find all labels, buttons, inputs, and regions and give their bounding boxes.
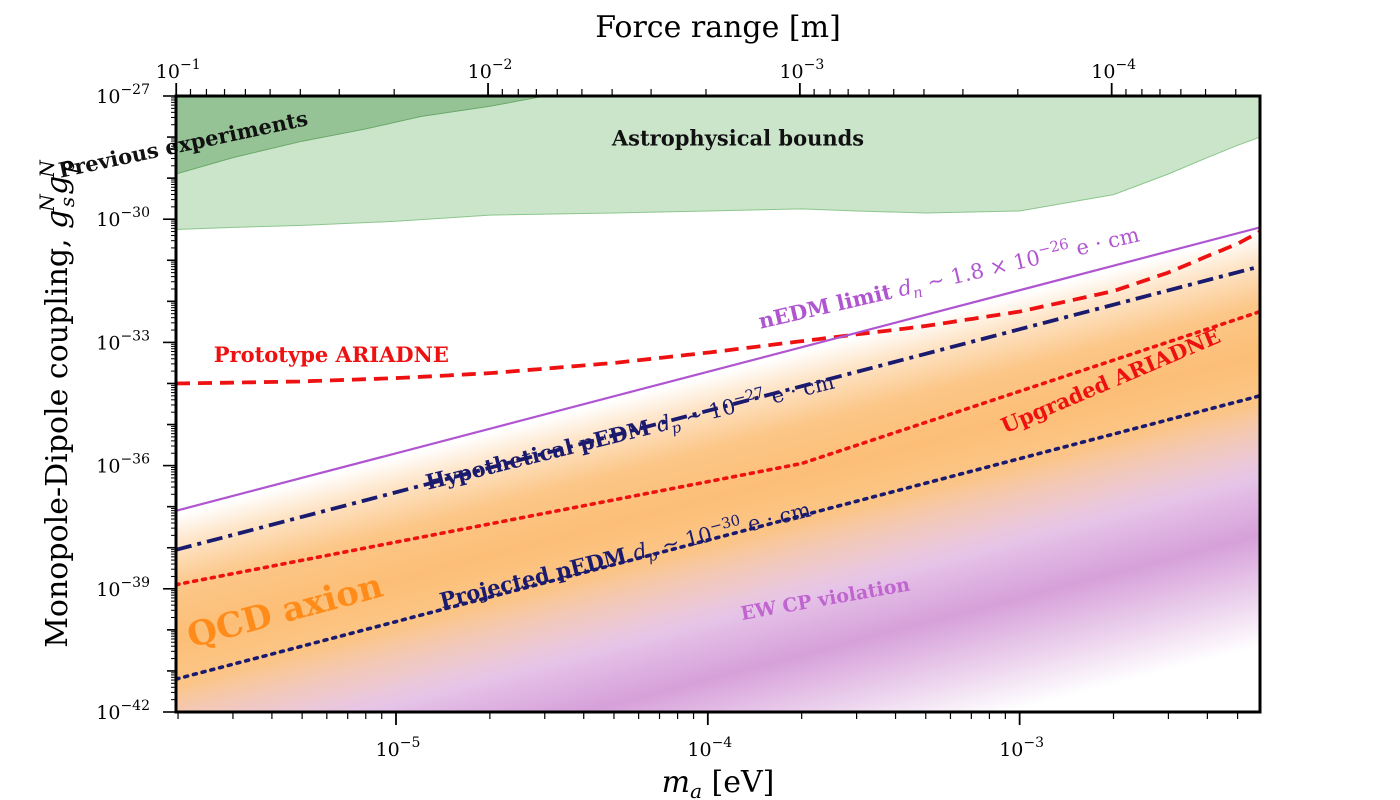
x-tick-label: 10−5 — [376, 735, 421, 761]
top-tick-label: 10−2 — [468, 57, 513, 83]
y-tick-label: 10−42 — [96, 698, 150, 724]
prototype-ariadne-label: Prototype ARIADNE — [214, 342, 449, 367]
prototype-ariadne-line — [176, 229, 1260, 386]
nedm-limit-line — [176, 226, 1260, 512]
top-tick-label: 10−1 — [156, 57, 201, 83]
plot-frame — [174, 94, 1262, 714]
plot-area — [176, 96, 1260, 712]
x-axis-title: ma [eV] — [662, 765, 775, 800]
x-tick-label: 10−3 — [999, 735, 1044, 761]
y-axis-title: Monopole-Dipole coupling, gNsgNp — [35, 159, 79, 648]
tick-marks — [163, 83, 1239, 725]
top-tick-label: 10−4 — [1091, 57, 1136, 83]
y-tick-label: 10−30 — [96, 205, 150, 231]
y-tick-label: 10−27 — [96, 82, 150, 108]
top-axis-title: Force range [m] — [595, 10, 841, 45]
x-tick-label: 10−4 — [687, 735, 732, 761]
ew-cp-violation-band — [176, 96, 1260, 712]
astrophysical-bounds-region — [176, 96, 1260, 231]
y-tick-label: 10−36 — [96, 452, 150, 478]
upgraded-ariadne-line — [176, 309, 1260, 587]
projected-pedm-line — [176, 393, 1260, 681]
hypothetical-pedm-line — [176, 264, 1260, 552]
previous-experiments-region — [176, 96, 546, 175]
top-tick-label: 10−3 — [779, 57, 824, 83]
astrophysical-bounds-label: Astrophysical bounds — [611, 125, 864, 150]
y-tick-label: 10−39 — [96, 575, 150, 601]
y-tick-label: 10−33 — [96, 328, 150, 354]
